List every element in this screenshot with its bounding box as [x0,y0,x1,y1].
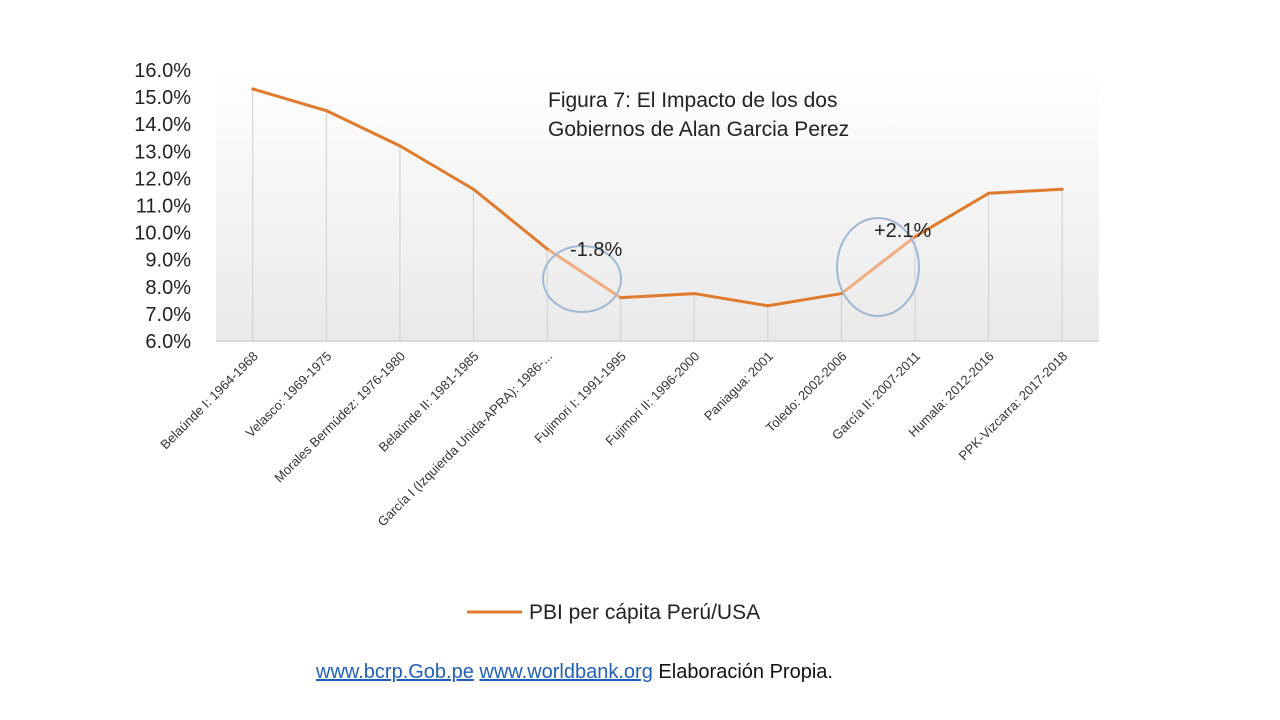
data-point [251,87,255,91]
y-tick-label: 14.0% [134,114,191,136]
highlight-circle-garcia-i [542,245,622,313]
data-point [398,144,402,148]
line-chart: 16.0% 15.0% 14.0% 13.0% 12.0% 11.0% 10.0% 9.0% 8… [134,60,1099,624]
series-segment [692,292,770,308]
chart-title-line-2: Gobiernos de Alan Garcia Perez [548,118,849,141]
x-tick-label: Toledo: 2002-2006 [763,349,850,436]
series-segment [987,187,1064,195]
data-point [1060,187,1064,191]
source-text: Elaboración Propia. [658,661,833,683]
source-link-bcrp[interactable]: www.bcrp.Gob.pe [316,661,474,683]
x-tick-label: Morales Bermúdez: 1976-1980 [271,349,408,486]
y-tick-label: 8.0% [145,277,191,299]
series-segment-highlight [545,247,623,300]
annotation-minus: -1.8% [570,239,622,261]
y-tick-label: 16.0% [134,60,191,82]
y-tick-label: 15.0% [134,87,191,109]
y-tick-label: 13.0% [134,141,191,163]
legend: PBI per cápita Perú/USA [467,601,760,624]
series-segment [398,144,476,191]
data-point [545,247,549,251]
data-point [692,292,696,296]
y-tick-label: 9.0% [145,250,191,272]
x-tick-label: Belaúnde I: 1964-1968 [157,349,261,453]
data-point [324,109,328,113]
y-tick-label: 7.0% [145,304,191,326]
legend-label: PBI per cápita Perú/USA [529,601,760,624]
data-point [619,296,623,300]
chart-title-line-1: Figura 7: El Impacto de los dos [548,89,837,112]
series-segment [472,187,549,251]
series-segment [766,292,843,308]
data-point [913,235,917,239]
data-point [987,191,991,195]
y-tick-label: 11.0% [136,196,191,218]
series-segment [251,87,328,113]
y-tick-label: 10.0% [134,223,191,245]
source-line: www.bcrp.Gob.pe www.worldbank.org Elabor… [316,661,833,684]
source-link-worldbank[interactable]: www.worldbank.org [479,661,653,683]
data-point [766,304,770,308]
y-tick-label: 12.0% [134,168,191,190]
series-segment [324,109,402,148]
series-segment [619,292,696,300]
highlight-circle-garcia-ii [836,217,920,317]
x-tick-label: Paniagua: 2001 [701,349,776,424]
series-segment [913,191,991,239]
y-tick-label: 6.0% [145,331,191,353]
annotation-plus: +2.1% [874,220,931,242]
data-point [472,187,476,191]
series-segment-highlight [839,235,917,296]
